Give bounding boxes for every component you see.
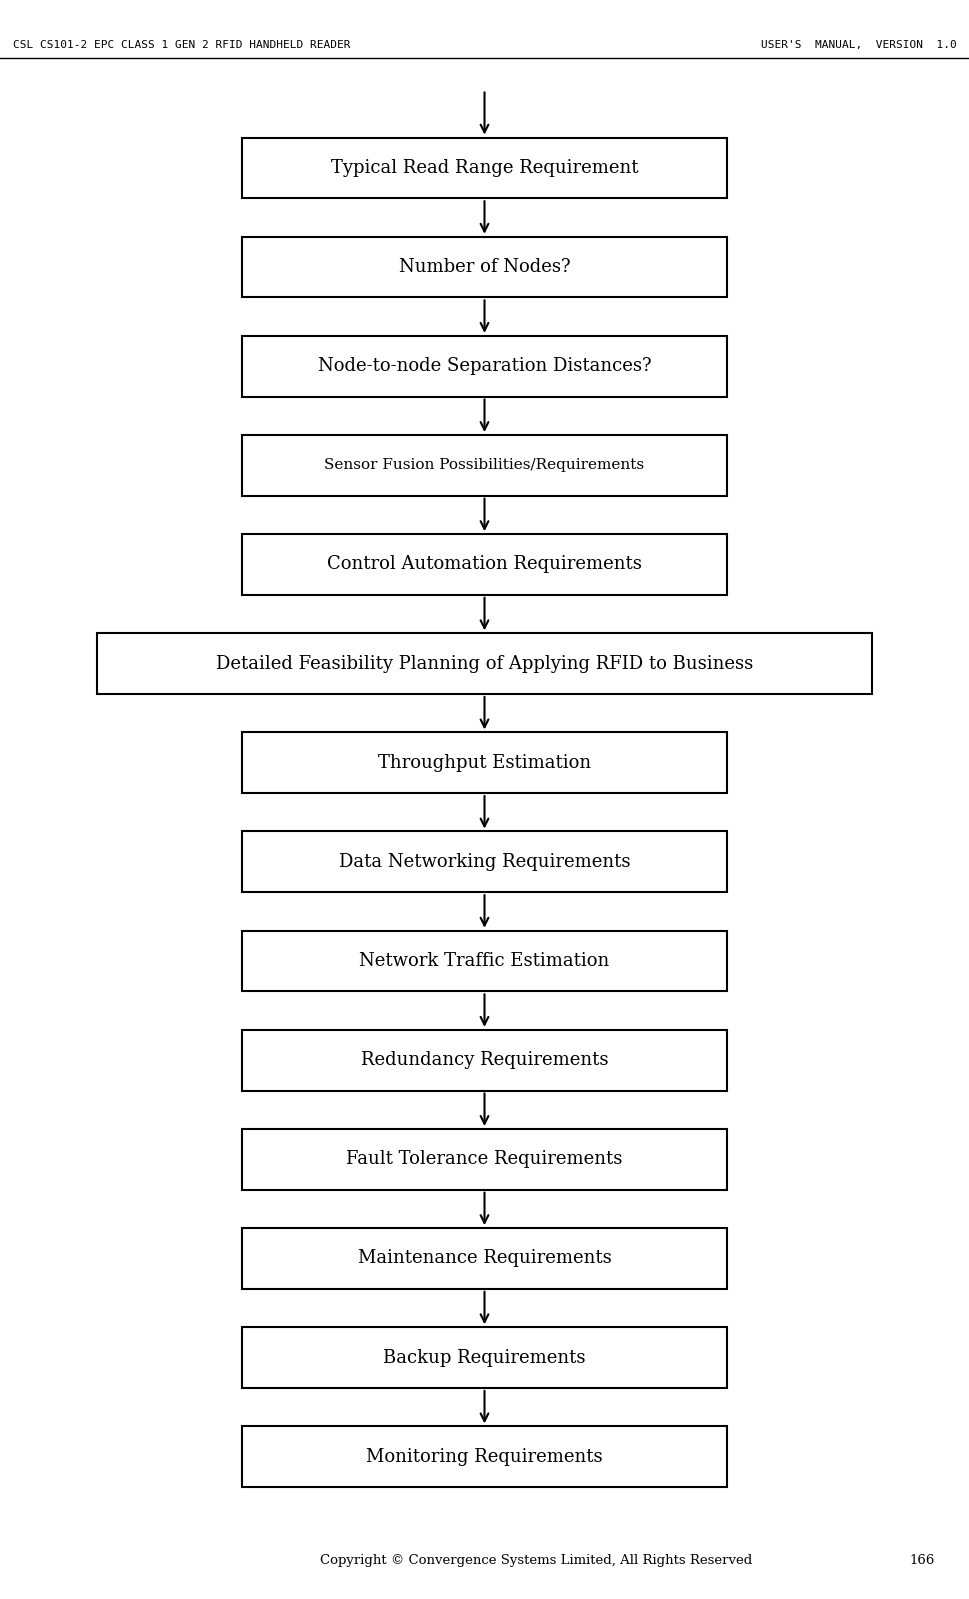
- Text: Throughput Estimation: Throughput Estimation: [378, 753, 591, 772]
- Text: Network Traffic Estimation: Network Traffic Estimation: [359, 951, 610, 971]
- Text: CSL CS101-2 EPC CLASS 1 GEN 2 RFID HANDHELD READER: CSL CS101-2 EPC CLASS 1 GEN 2 RFID HANDH…: [13, 40, 350, 50]
- FancyBboxPatch shape: [242, 336, 727, 397]
- Text: Detailed Feasibility Planning of Applying RFID to Business: Detailed Feasibility Planning of Applyin…: [216, 654, 753, 673]
- Text: Sensor Fusion Possibilities/Requirements: Sensor Fusion Possibilities/Requirements: [325, 459, 644, 472]
- Text: Control Automation Requirements: Control Automation Requirements: [328, 555, 641, 574]
- FancyBboxPatch shape: [242, 1327, 727, 1388]
- Text: Backup Requirements: Backup Requirements: [384, 1348, 585, 1367]
- FancyBboxPatch shape: [242, 237, 727, 297]
- Text: Typical Read Range Requirement: Typical Read Range Requirement: [330, 158, 639, 177]
- FancyBboxPatch shape: [242, 534, 727, 595]
- FancyBboxPatch shape: [242, 138, 727, 198]
- Text: Number of Nodes?: Number of Nodes?: [398, 257, 571, 277]
- FancyBboxPatch shape: [97, 633, 872, 694]
- Text: Copyright © Convergence Systems Limited, All Rights Reserved: Copyright © Convergence Systems Limited,…: [320, 1554, 752, 1567]
- FancyBboxPatch shape: [242, 1129, 727, 1190]
- Text: Redundancy Requirements: Redundancy Requirements: [360, 1051, 609, 1070]
- Text: 166: 166: [910, 1554, 935, 1567]
- FancyBboxPatch shape: [242, 732, 727, 793]
- FancyBboxPatch shape: [242, 831, 727, 892]
- Text: Maintenance Requirements: Maintenance Requirements: [358, 1249, 611, 1268]
- FancyBboxPatch shape: [242, 1426, 727, 1487]
- Text: Data Networking Requirements: Data Networking Requirements: [339, 852, 630, 871]
- FancyBboxPatch shape: [242, 1030, 727, 1091]
- FancyBboxPatch shape: [242, 931, 727, 991]
- Text: Monitoring Requirements: Monitoring Requirements: [366, 1447, 603, 1466]
- Text: USER'S  MANUAL,  VERSION  1.0: USER'S MANUAL, VERSION 1.0: [761, 40, 956, 50]
- Text: Node-to-node Separation Distances?: Node-to-node Separation Distances?: [318, 357, 651, 376]
- FancyBboxPatch shape: [242, 1228, 727, 1289]
- Text: Fault Tolerance Requirements: Fault Tolerance Requirements: [346, 1150, 623, 1169]
- FancyBboxPatch shape: [242, 435, 727, 496]
